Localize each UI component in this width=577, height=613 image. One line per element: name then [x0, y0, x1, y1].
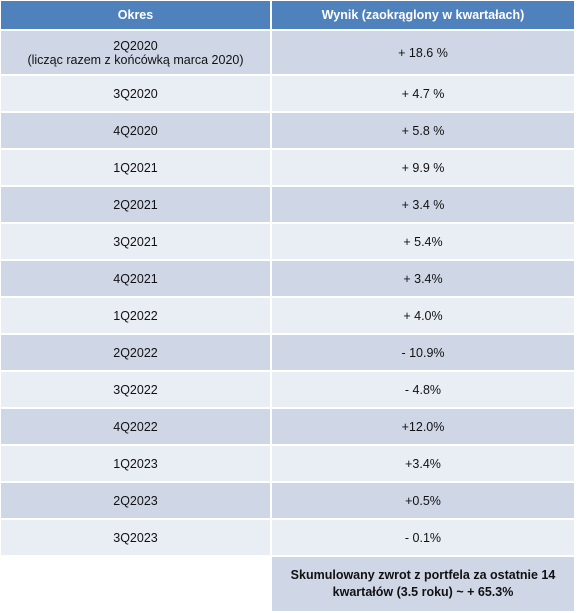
- table-row: 3Q2023 - 0.1%: [0, 519, 575, 556]
- period: 1Q2023: [113, 456, 158, 471]
- result-cell: + 3.4 %: [271, 186, 575, 223]
- summary-line: kwartałów (3.5 roku) ~ + 65.3%: [332, 585, 514, 599]
- period: 4Q2020: [113, 123, 158, 138]
- table-row: 4Q2021 + 3.4%: [0, 260, 575, 297]
- table-row: 1Q2022 + 4.0%: [0, 297, 575, 334]
- period-cell: 1Q2023: [0, 445, 271, 482]
- table-row: 3Q2022 - 4.8%: [0, 371, 575, 408]
- table-row: 3Q2021 + 5.4%: [0, 223, 575, 260]
- period-cell: 4Q2021: [0, 260, 271, 297]
- result-cell: + 18.6 %: [271, 30, 575, 75]
- period: 1Q2021: [113, 160, 158, 175]
- header-row: Okres Wynik (zaokrąglony w kwartałach): [0, 0, 575, 30]
- result-cell: +12.0%: [271, 408, 575, 445]
- period: 2Q2020: [113, 38, 158, 53]
- summary-row: Skumulowany zwrot z portfela za ostatnie…: [0, 556, 575, 612]
- result-cell: +0.5%: [271, 482, 575, 519]
- period-cell: 3Q2020: [0, 75, 271, 112]
- table-row: 1Q2023 +3.4%: [0, 445, 575, 482]
- period-cell: 3Q2021: [0, 223, 271, 260]
- table-row: 2Q2021 + 3.4 %: [0, 186, 575, 223]
- table-row: 4Q2020 + 5.8 %: [0, 112, 575, 149]
- period: 3Q2021: [113, 234, 158, 249]
- period-cell: 1Q2021: [0, 149, 271, 186]
- header-cell: Okres: [0, 0, 271, 30]
- period-cell: 3Q2023: [0, 519, 271, 556]
- result-cell: - 0.1%: [271, 519, 575, 556]
- period-cell: 2Q2023: [0, 482, 271, 519]
- period: 2Q2023: [113, 493, 158, 508]
- result-cell: +3.4%: [271, 445, 575, 482]
- period: 4Q2022: [113, 419, 158, 434]
- period: 2Q2022: [113, 345, 158, 360]
- header-cell: Wynik (zaokrąglony w kwartałach): [271, 0, 575, 30]
- table-row: 3Q2020 + 4.7 %: [0, 75, 575, 112]
- period: 3Q2022: [113, 382, 158, 397]
- result-cell: - 4.8%: [271, 371, 575, 408]
- period-cell: 4Q2020: [0, 112, 271, 149]
- result-cell: + 5.4%: [271, 223, 575, 260]
- table-row: 2Q2020 (licząc razem z końcówką marca 202…: [0, 30, 575, 75]
- summary-cell: Skumulowany zwrot z portfela za ostatnie…: [271, 556, 575, 612]
- empty-cell: [0, 556, 271, 612]
- period-note: (licząc razem z końcówką marca 2020): [27, 52, 244, 67]
- period-cell: 2Q2021: [0, 186, 271, 223]
- period: 2Q2021: [113, 197, 158, 212]
- period-cell: 2Q2020 (licząc razem z końcówką marca 202…: [0, 30, 271, 75]
- period: 1Q2022: [113, 308, 158, 323]
- period-cell: 1Q2022: [0, 297, 271, 334]
- period: 3Q2023: [113, 530, 158, 545]
- result-cell: - 10.9%: [271, 334, 575, 371]
- result-cell: + 9.9 %: [271, 149, 575, 186]
- period: 4Q2021: [113, 271, 158, 286]
- period-cell: 3Q2022: [0, 371, 271, 408]
- table-row: 1Q2021 + 9.9 %: [0, 149, 575, 186]
- period: 3Q2020: [113, 86, 158, 101]
- table-row: 4Q2022 +12.0%: [0, 408, 575, 445]
- period-cell: 4Q2022: [0, 408, 271, 445]
- period-cell: 2Q2022: [0, 334, 271, 371]
- result-cell: + 4.0%: [271, 297, 575, 334]
- result-cell: + 3.4%: [271, 260, 575, 297]
- result-cell: + 5.8 %: [271, 112, 575, 149]
- summary-line: Skumulowany zwrot z portfela za ostatnie…: [290, 568, 556, 582]
- result-cell: + 4.7 %: [271, 75, 575, 112]
- table-row: 2Q2022 - 10.9%: [0, 334, 575, 371]
- table-row: 2Q2023 +0.5%: [0, 482, 575, 519]
